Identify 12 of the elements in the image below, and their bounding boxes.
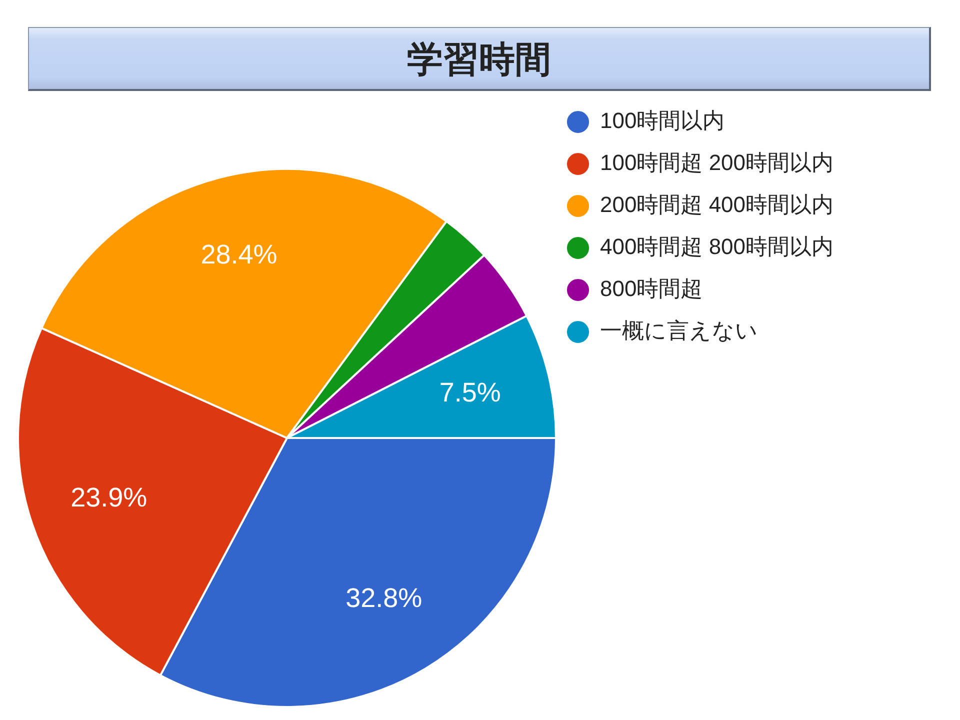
legend-label: 800時間超 bbox=[600, 276, 703, 302]
data-label: 7.5% bbox=[439, 377, 501, 408]
banner: 学習時間 bbox=[28, 27, 931, 91]
legend-label: 100時間以内 bbox=[600, 108, 725, 134]
data-label: 28.4% bbox=[200, 239, 278, 270]
chart-title: 学習時間 bbox=[406, 36, 552, 80]
legend-label: 一概に言えない bbox=[600, 318, 758, 344]
data-label: 32.8% bbox=[346, 582, 422, 613]
legend-label: 100時間超 200時間以内 bbox=[600, 150, 834, 176]
legend-label: 400時間超 800時間以内 bbox=[600, 234, 834, 260]
data-label: 23.9% bbox=[70, 482, 148, 512]
legend-label: 200時間超 400時間以内 bbox=[600, 192, 834, 218]
